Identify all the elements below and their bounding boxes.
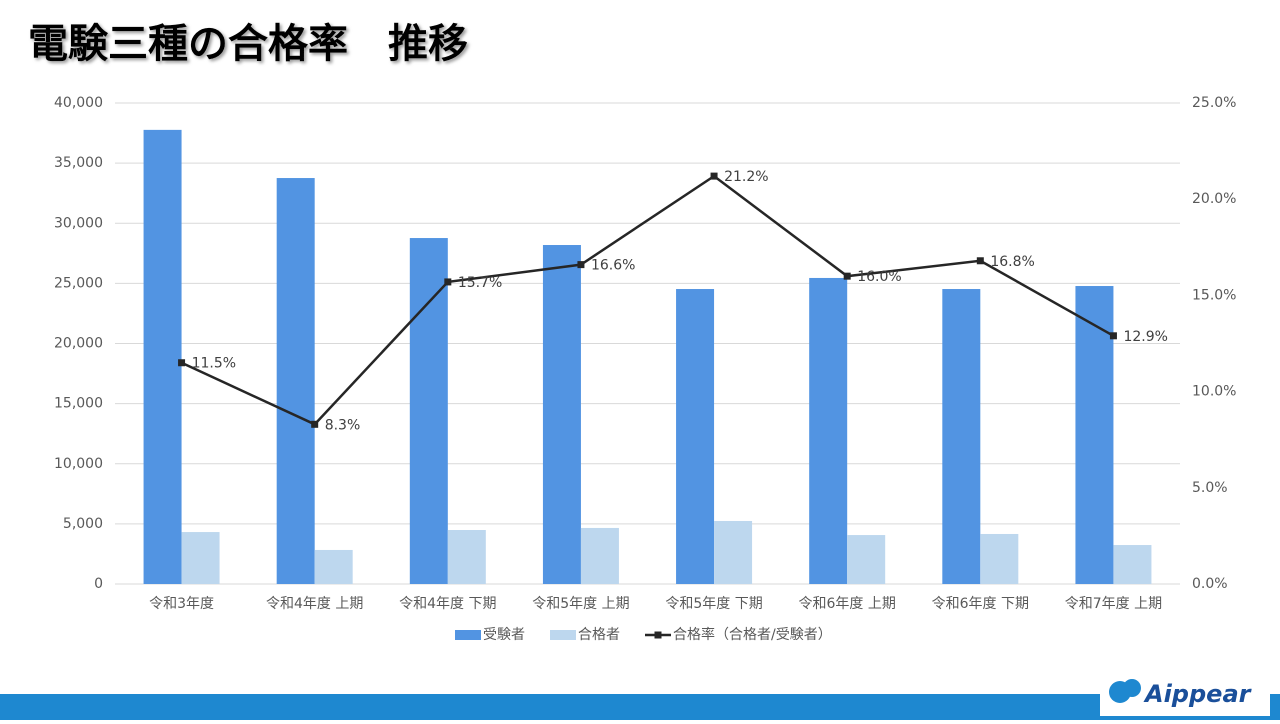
bar bbox=[314, 549, 353, 584]
y-tick-label: 25,000 bbox=[54, 275, 103, 291]
legend-swatch bbox=[455, 630, 481, 640]
footer-band bbox=[0, 694, 1280, 720]
line-marker bbox=[1109, 332, 1117, 340]
x-tick-label: 令和4年度 上期 bbox=[266, 596, 363, 612]
y-tick-label: 0 bbox=[94, 576, 103, 592]
line-marker bbox=[444, 278, 452, 286]
legend-label: 受験者 bbox=[483, 627, 525, 643]
data-label: 11.5% bbox=[192, 356, 236, 372]
line-marker bbox=[710, 172, 718, 180]
bar bbox=[181, 532, 220, 584]
line-marker bbox=[843, 272, 851, 280]
y-tick-label: 20,000 bbox=[54, 336, 103, 352]
y-tick-label: 10,000 bbox=[54, 456, 103, 472]
legend-label: 合格率（合格者/受験者） bbox=[673, 626, 832, 643]
y2-tick-label: 15.0% bbox=[1192, 287, 1236, 303]
bar bbox=[447, 530, 486, 584]
line-marker bbox=[311, 420, 319, 428]
bar bbox=[580, 527, 619, 584]
x-tick-label: 令和7年度 上期 bbox=[1065, 596, 1162, 612]
logo-icon bbox=[1109, 679, 1141, 703]
data-label: 16.6% bbox=[591, 258, 635, 274]
bar bbox=[942, 289, 981, 584]
y2-tick-label: 0.0% bbox=[1192, 576, 1228, 592]
x-tick-label: 令和4年度 下期 bbox=[399, 596, 496, 612]
bar bbox=[1113, 545, 1152, 584]
bar bbox=[143, 129, 182, 585]
bar bbox=[714, 520, 753, 584]
x-tick-label: 令和6年度 下期 bbox=[932, 596, 1029, 612]
bar bbox=[542, 245, 581, 584]
y-tick-label: 35,000 bbox=[54, 155, 103, 171]
x-tick-label: 令和6年度 上期 bbox=[799, 596, 896, 612]
line-marker bbox=[976, 257, 984, 265]
data-label: 15.7% bbox=[458, 275, 502, 291]
logo-text: Aippear bbox=[1143, 680, 1253, 708]
bar bbox=[409, 238, 448, 584]
data-label: 8.3% bbox=[325, 417, 361, 433]
data-label: 16.8% bbox=[990, 254, 1034, 270]
bar bbox=[847, 535, 886, 584]
bar bbox=[276, 178, 315, 584]
data-label: 21.2% bbox=[724, 169, 768, 185]
y-tick-label: 5,000 bbox=[63, 516, 103, 532]
y2-tick-label: 20.0% bbox=[1192, 191, 1236, 207]
bar bbox=[980, 533, 1019, 584]
y-tick-label: 40,000 bbox=[54, 95, 103, 111]
legend-swatch bbox=[654, 631, 662, 639]
bar bbox=[1075, 286, 1114, 584]
bar bbox=[676, 289, 715, 584]
x-tick-label: 令和5年度 下期 bbox=[665, 596, 762, 612]
y2-tick-label: 25.0% bbox=[1192, 95, 1236, 111]
legend-label: 合格者 bbox=[578, 627, 620, 643]
y-tick-label: 30,000 bbox=[54, 215, 103, 231]
x-tick-label: 令和3年度 bbox=[149, 596, 214, 612]
data-label: 16.0% bbox=[857, 269, 901, 285]
bar bbox=[809, 277, 848, 584]
y-tick-label: 15,000 bbox=[54, 396, 103, 412]
y2-tick-label: 5.0% bbox=[1192, 480, 1228, 496]
line-marker bbox=[577, 261, 585, 269]
data-label: 12.9% bbox=[1123, 329, 1167, 345]
chart-title: 電験三種の合格率 推移 bbox=[28, 21, 468, 67]
y2-tick-label: 10.0% bbox=[1192, 384, 1236, 400]
x-tick-label: 令和5年度 上期 bbox=[532, 596, 629, 612]
line bbox=[181, 174, 1115, 426]
legend-swatch bbox=[550, 630, 576, 640]
line-marker bbox=[178, 359, 186, 367]
